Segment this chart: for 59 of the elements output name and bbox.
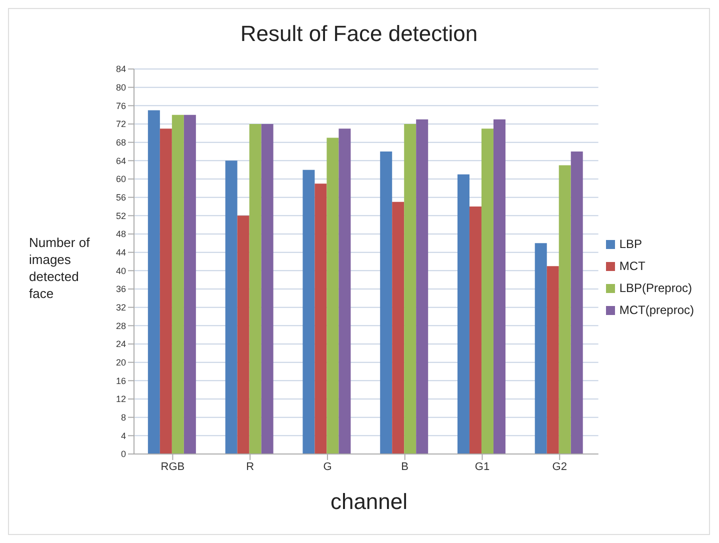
y-axis-title: Number of images detected face (29, 234, 91, 302)
y-tick-label: 12 (116, 394, 126, 404)
bar (469, 206, 482, 454)
bar (404, 124, 416, 454)
bar (326, 138, 339, 454)
bar (534, 243, 547, 454)
legend-label: MCT(preproc) (619, 302, 694, 316)
bar (160, 128, 172, 454)
y-tick-label: 72 (116, 119, 126, 130)
bar (225, 160, 238, 454)
bar (380, 152, 392, 454)
x-tick-label: G2 (552, 460, 567, 473)
y-tick-label: 68 (116, 138, 126, 148)
y-tick-label: 8 (120, 412, 126, 423)
x-tick-label: B (401, 460, 409, 473)
bar (481, 128, 494, 454)
x-tick-label: G (323, 460, 332, 473)
bar (416, 119, 428, 454)
bar (148, 110, 160, 454)
y-tick-label: 36 (116, 284, 126, 294)
y-tick-label: 64 (116, 156, 126, 166)
y-tick-label: 20 (116, 358, 126, 368)
x-tick-label: G1 (474, 460, 490, 473)
y-tick-label: 0 (120, 449, 126, 460)
y-tick-label: 32 (116, 302, 126, 313)
bar (172, 114, 184, 454)
bar (392, 202, 404, 454)
x-tick-label: RGB (160, 460, 185, 473)
legend-label: LBP (619, 236, 642, 250)
bar (457, 174, 470, 454)
bar (493, 119, 506, 454)
y-tick-label: 60 (116, 174, 126, 184)
y-tick-label: 44 (116, 248, 126, 258)
bar (184, 114, 196, 454)
bar (546, 266, 559, 454)
bar (249, 124, 262, 454)
bar (338, 128, 351, 454)
bar (558, 165, 571, 454)
y-tick-label: 40 (116, 266, 126, 276)
y-tick-label: 52 (116, 210, 126, 221)
x-axis-title: channel (329, 489, 409, 515)
y-tick-label: 76 (116, 100, 126, 111)
chart-title: Result of Face detection (239, 21, 479, 47)
y-tick-label: 16 (116, 376, 126, 386)
bar (261, 124, 274, 454)
bar (314, 184, 327, 454)
y-tick-label: 84 (116, 64, 126, 74)
x-tick-label: R (246, 460, 254, 473)
y-tick-label: 24 (116, 339, 126, 350)
y-tick-label: 48 (116, 229, 126, 240)
y-tick-label: 28 (116, 320, 126, 331)
y-tick-label: 80 (116, 82, 126, 93)
legend-label: MCT (619, 258, 646, 272)
bar (237, 216, 250, 454)
legend-label: LBP(Preproc) (619, 280, 692, 294)
bar (570, 152, 583, 454)
bar (302, 170, 315, 454)
y-tick-label: 56 (116, 192, 126, 203)
y-tick-label: 4 (120, 430, 126, 441)
